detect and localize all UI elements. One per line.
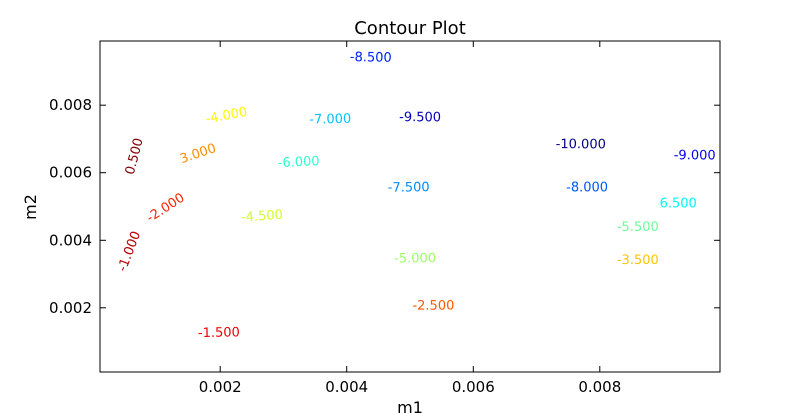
contour-label-text: -5.000	[394, 251, 436, 266]
contour-label-text: 3.000	[178, 141, 218, 167]
contour-label: -2.500	[408, 298, 459, 315]
plot-area-frame	[99, 40, 721, 373]
contour-label-text: -3.500	[617, 253, 659, 268]
x-axis-label: m1	[397, 398, 423, 413]
contour-label: 0.500	[121, 134, 148, 179]
contour-label: 6.500	[657, 195, 700, 212]
contour-label-background	[113, 225, 147, 278]
contour-label: -2.000	[140, 188, 191, 229]
contour-label-background	[552, 136, 610, 153]
contour-label-background	[305, 111, 356, 129]
contour-label-background	[236, 206, 288, 227]
y-tick-label: 0.006	[49, 164, 92, 182]
contour-label: -4.500	[236, 206, 288, 227]
contour-label-background	[193, 324, 244, 342]
contour-label-background	[669, 147, 720, 164]
contour-label-background	[175, 139, 221, 169]
contour-label: -4.000	[200, 103, 253, 129]
contour-label-background	[390, 250, 440, 268]
contour-label-text: -10.000	[556, 137, 606, 152]
contour-label-text: -8.000	[566, 180, 608, 195]
contour-label: -8.000	[562, 179, 612, 196]
y-tick-label: 0.004	[49, 231, 92, 249]
contour-label-text: 6.500	[660, 196, 697, 211]
x-tick-label: 0.006	[452, 378, 495, 396]
contour-label-text: -2.000	[144, 191, 187, 226]
contour-label-background	[562, 179, 612, 196]
contour-label-text: -4.500	[241, 208, 284, 226]
contour-label: 3.000	[175, 139, 221, 169]
axes: 0.002 0.004 0.006 0.008 0.002 0.004 0.006 0.008	[49, 41, 720, 396]
contour-label-background	[273, 153, 324, 172]
contour-label-text: -5.500	[617, 220, 659, 235]
contour-label-text: -7.000	[309, 112, 351, 128]
contour-label-background	[395, 109, 445, 126]
contour-label-text: -1.500	[198, 325, 240, 341]
chart-title: Contour Plot	[354, 18, 466, 39]
contour-label-background	[657, 195, 700, 212]
contour-label-background	[383, 179, 434, 197]
x-tick-label: 0.002	[199, 378, 242, 396]
contour-label-text: -2.500	[412, 299, 454, 314]
contour-label: -3.500	[612, 252, 663, 269]
contour-label: -8.500	[345, 49, 396, 67]
y-tick-label: 0.002	[49, 299, 92, 317]
contour-label-text: -1.000	[115, 229, 144, 274]
contour-label: -9.000	[669, 147, 720, 164]
contour-label-background	[121, 134, 148, 179]
contour-label-background	[612, 252, 663, 269]
contour-label: -5.000	[390, 250, 440, 268]
contour-label-text: -7.500	[388, 180, 430, 195]
contour-label: -10.000	[552, 136, 610, 153]
contour-label-text: -8.500	[350, 50, 392, 66]
contour-label-text: 0.500	[123, 137, 147, 177]
contour-label-text: -4.000	[205, 105, 249, 127]
contour-label: -6.000	[273, 153, 324, 172]
contour-label-text: -6.000	[277, 154, 320, 171]
y-axis-label: m2	[21, 194, 40, 220]
contour-label-background	[612, 219, 663, 236]
contour-label-background	[345, 49, 396, 67]
contour-label-text: -9.500	[399, 110, 441, 125]
x-tick-label: 0.008	[578, 378, 621, 396]
contour-label: -1.000	[113, 225, 147, 278]
y-tick-label: 0.008	[49, 96, 92, 114]
contour-label: -1.500	[193, 324, 244, 342]
contour-label-background	[200, 103, 253, 129]
contour-label: -5.500	[612, 219, 663, 236]
contour-label-background	[140, 188, 191, 229]
contour-label: -7.500	[383, 179, 434, 197]
x-tick-label: 0.004	[325, 378, 368, 396]
contour-label: -9.500	[395, 109, 445, 126]
contour-label: -7.000	[305, 111, 356, 129]
contour-labels: -10.000 -9.500 -9.000 -8.500 -8.000 -7.500 -7.…	[113, 49, 720, 342]
contour-label-text: -9.000	[674, 148, 716, 163]
contour-label-background	[408, 298, 459, 315]
